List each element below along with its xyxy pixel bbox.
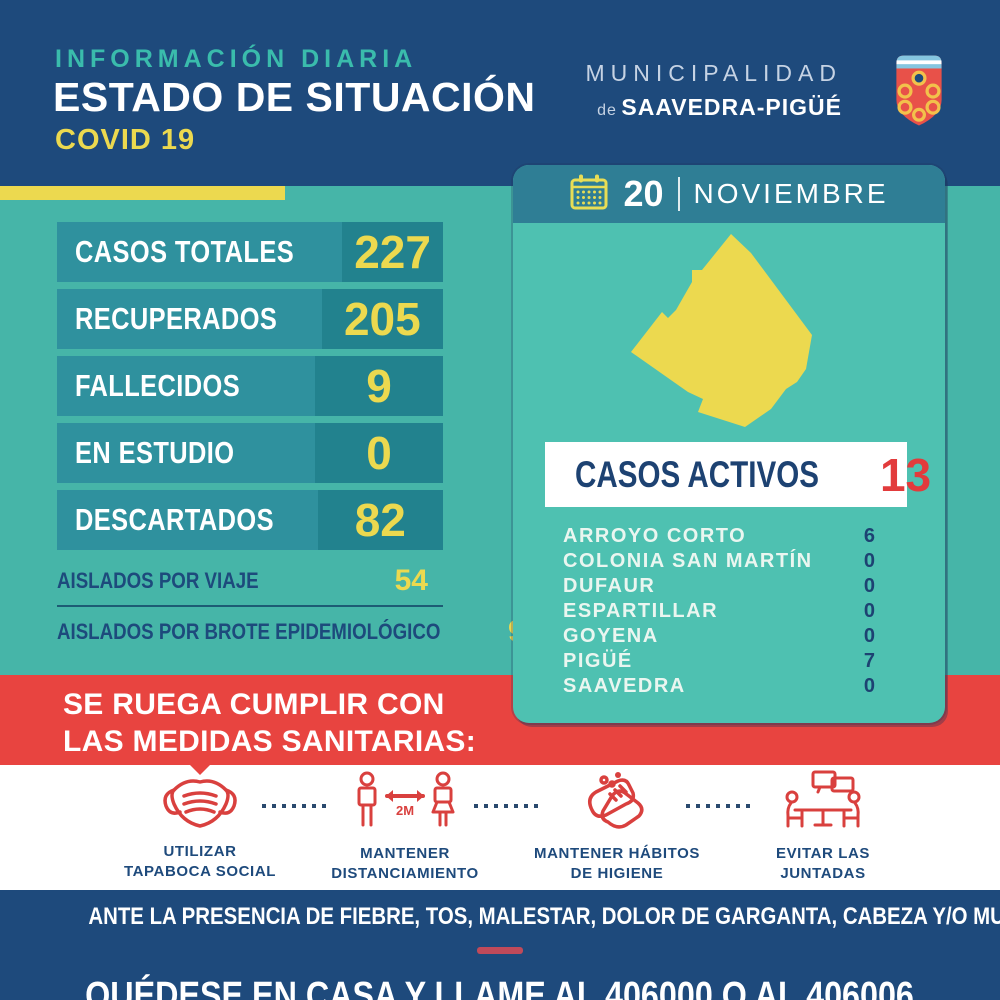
list-item: SAAVEDRA 0 [563, 675, 875, 700]
stat-value: 82 [317, 490, 443, 550]
locality-value: 6 [863, 525, 875, 547]
locality-value: 7 [863, 650, 875, 672]
table-row: RECUPERADOS 205 [57, 289, 443, 349]
header-kicker: INFORMACIÓN DIARIA [55, 45, 418, 73]
date-card: 20 NOVIEMBRE CASOS ACTIVOS 13 ARROYO COR… [513, 165, 945, 723]
locality-name: COLONIA SAN MARTÍN [563, 550, 813, 572]
page-title: ESTADO DE SITUACIÓN [53, 74, 536, 120]
locality-value: 0 [863, 550, 875, 572]
measure-label: MANTENER DISTANCIAMIENTO [331, 845, 479, 882]
stat-label: EN ESTUDIO [57, 423, 315, 483]
measure-label: EVITAR LAS JUNTADAS [775, 845, 871, 882]
isolated-value: 54 [394, 563, 428, 597]
saavedra-district-map [631, 234, 812, 427]
stats-table: CASOS TOTALES 227 RECUPERADOS 205 FALLEC… [57, 222, 443, 557]
list-item: ARROYO CORTO 6 [563, 525, 875, 550]
localities-list: ARROYO CORTO 6 COLONIA SAN MARTÍN 0 DUFA… [563, 525, 875, 700]
municipality-logo: MUNICIPALIDAD de SAAVEDRA-PIGÜÉ [586, 60, 843, 121]
gathering-icon [779, 770, 867, 838]
covid-label: COVID 19 [55, 124, 196, 156]
municipality-subname: de SAAVEDRA-PIGÜÉ [586, 94, 843, 121]
list-item: COLONIA SAN MARTÍN 0 [563, 550, 875, 575]
red-dash [477, 947, 523, 955]
month-name: NOVIEMBRE [693, 178, 889, 209]
measure-label: UTILIZAR TAPABOCA SOCIAL [123, 843, 277, 880]
measure-item-mask: UTILIZAR TAPABOCA SOCIAL [85, 770, 315, 881]
municipality-name: MUNICIPALIDAD [585, 60, 842, 86]
locality-value: 0 [863, 675, 875, 697]
locality-name: DUFAUR [563, 575, 656, 597]
dotted-separator [686, 804, 752, 808]
date-divider [677, 177, 680, 211]
sanitary-heading-line1: SE RUEGA CUMPLIR CON [63, 688, 445, 721]
measure-item-hygiene: MANTENER HÁBITOS DE HIGIENE [502, 770, 732, 883]
stat-value: 205 [321, 289, 443, 349]
handwash-icon [580, 772, 654, 838]
mask-icon [158, 779, 242, 836]
locality-name: GOYENA [563, 625, 659, 647]
stat-value: 227 [342, 222, 443, 282]
measure-item-gatherings: EVITAR LAS JUNTADAS [708, 770, 938, 883]
top-header-band: INFORMACIÓN DIARIA ESTADO DE SITUACIÓN C… [0, 0, 1000, 186]
municipality-prefix: de [597, 102, 617, 119]
yellow-accent-bar [0, 186, 285, 200]
calendar-icon [569, 173, 609, 216]
isolated-section: AISLADOS POR VIAJE 54 AISLADOS POR BROTE… [57, 556, 541, 656]
list-item: ESPARTILLAR 0 [563, 600, 875, 625]
distance-tag: 2M [396, 803, 414, 818]
table-row: CASOS TOTALES 227 [57, 222, 443, 282]
dotted-separator [262, 804, 330, 808]
table-row: FALLECIDOS 9 [57, 356, 443, 416]
stat-value: 9 [315, 356, 443, 416]
footer-line1: ANTE LA PRESENCIA DE FIEBRE, TOS, MALEST… [88, 903, 1000, 930]
locality-value: 0 [863, 600, 875, 622]
table-row: EN ESTUDIO 0 [57, 423, 443, 483]
locality-value: 0 [863, 575, 875, 597]
table-row: DESCARTADOS 82 [57, 490, 443, 550]
stat-label: CASOS TOTALES [57, 222, 343, 282]
stat-label: RECUPERADOS [57, 289, 322, 349]
municipality-district: SAAVEDRA-PIGÜÉ [621, 94, 842, 120]
measure-label: MANTENER HÁBITOS DE HIGIENE [534, 845, 700, 882]
locality-name: SAAVEDRA [563, 675, 686, 697]
isolated-label: AISLADOS POR VIAJE [57, 567, 259, 593]
measure-item-distance: 2M MANTENER DISTANCIAMIENTO [290, 770, 520, 883]
active-cases-value: 13 [879, 448, 932, 501]
sanitary-heading: SE RUEGA CUMPLIR CON LAS MEDIDAS SANITAR… [63, 687, 476, 761]
locality-name: ESPARTILLAR [563, 600, 719, 622]
locality-value: 0 [863, 625, 875, 647]
distance-icon: 2M [353, 771, 457, 838]
locality-name: PIGÜÉ [563, 650, 633, 672]
sanitary-heading-line2: LAS MEDIDAS SANITARIAS: [63, 724, 477, 758]
municipal-shield-icon [891, 50, 947, 135]
list-item: AISLADOS POR VIAJE 54 [57, 556, 443, 607]
day-number: 20 [623, 173, 664, 214]
active-cases-label: CASOS ACTIVOS [575, 453, 819, 495]
dotted-separator [474, 804, 544, 808]
footer-line2: QUÉDESE EN CASA Y LLAME AL 406000 O AL 4… [0, 932, 1000, 1000]
locality-name: ARROYO CORTO [563, 525, 747, 547]
stat-label: FALLECIDOS [57, 356, 315, 416]
list-item: PIGÜÉ 7 [563, 650, 875, 675]
isolated-label: AISLADOS POR BROTE EPIDEMIOLÓGICO [57, 618, 441, 644]
list-item: AISLADOS POR BROTE EPIDEMIOLÓGICO 99 [57, 607, 541, 656]
date-card-header: 20 NOVIEMBRE [513, 165, 945, 223]
list-item: GOYENA 0 [563, 625, 875, 650]
active-cases-bar: CASOS ACTIVOS 13 [545, 442, 931, 507]
list-item: DUFAUR 0 [563, 575, 875, 600]
footer-banner: ANTE LA PRESENCIA DE FIEBRE, TOS, MALEST… [0, 890, 1000, 1000]
stat-label: DESCARTADOS [57, 490, 318, 550]
pointer-triangle [185, 760, 215, 775]
stat-value: 0 [315, 423, 443, 483]
